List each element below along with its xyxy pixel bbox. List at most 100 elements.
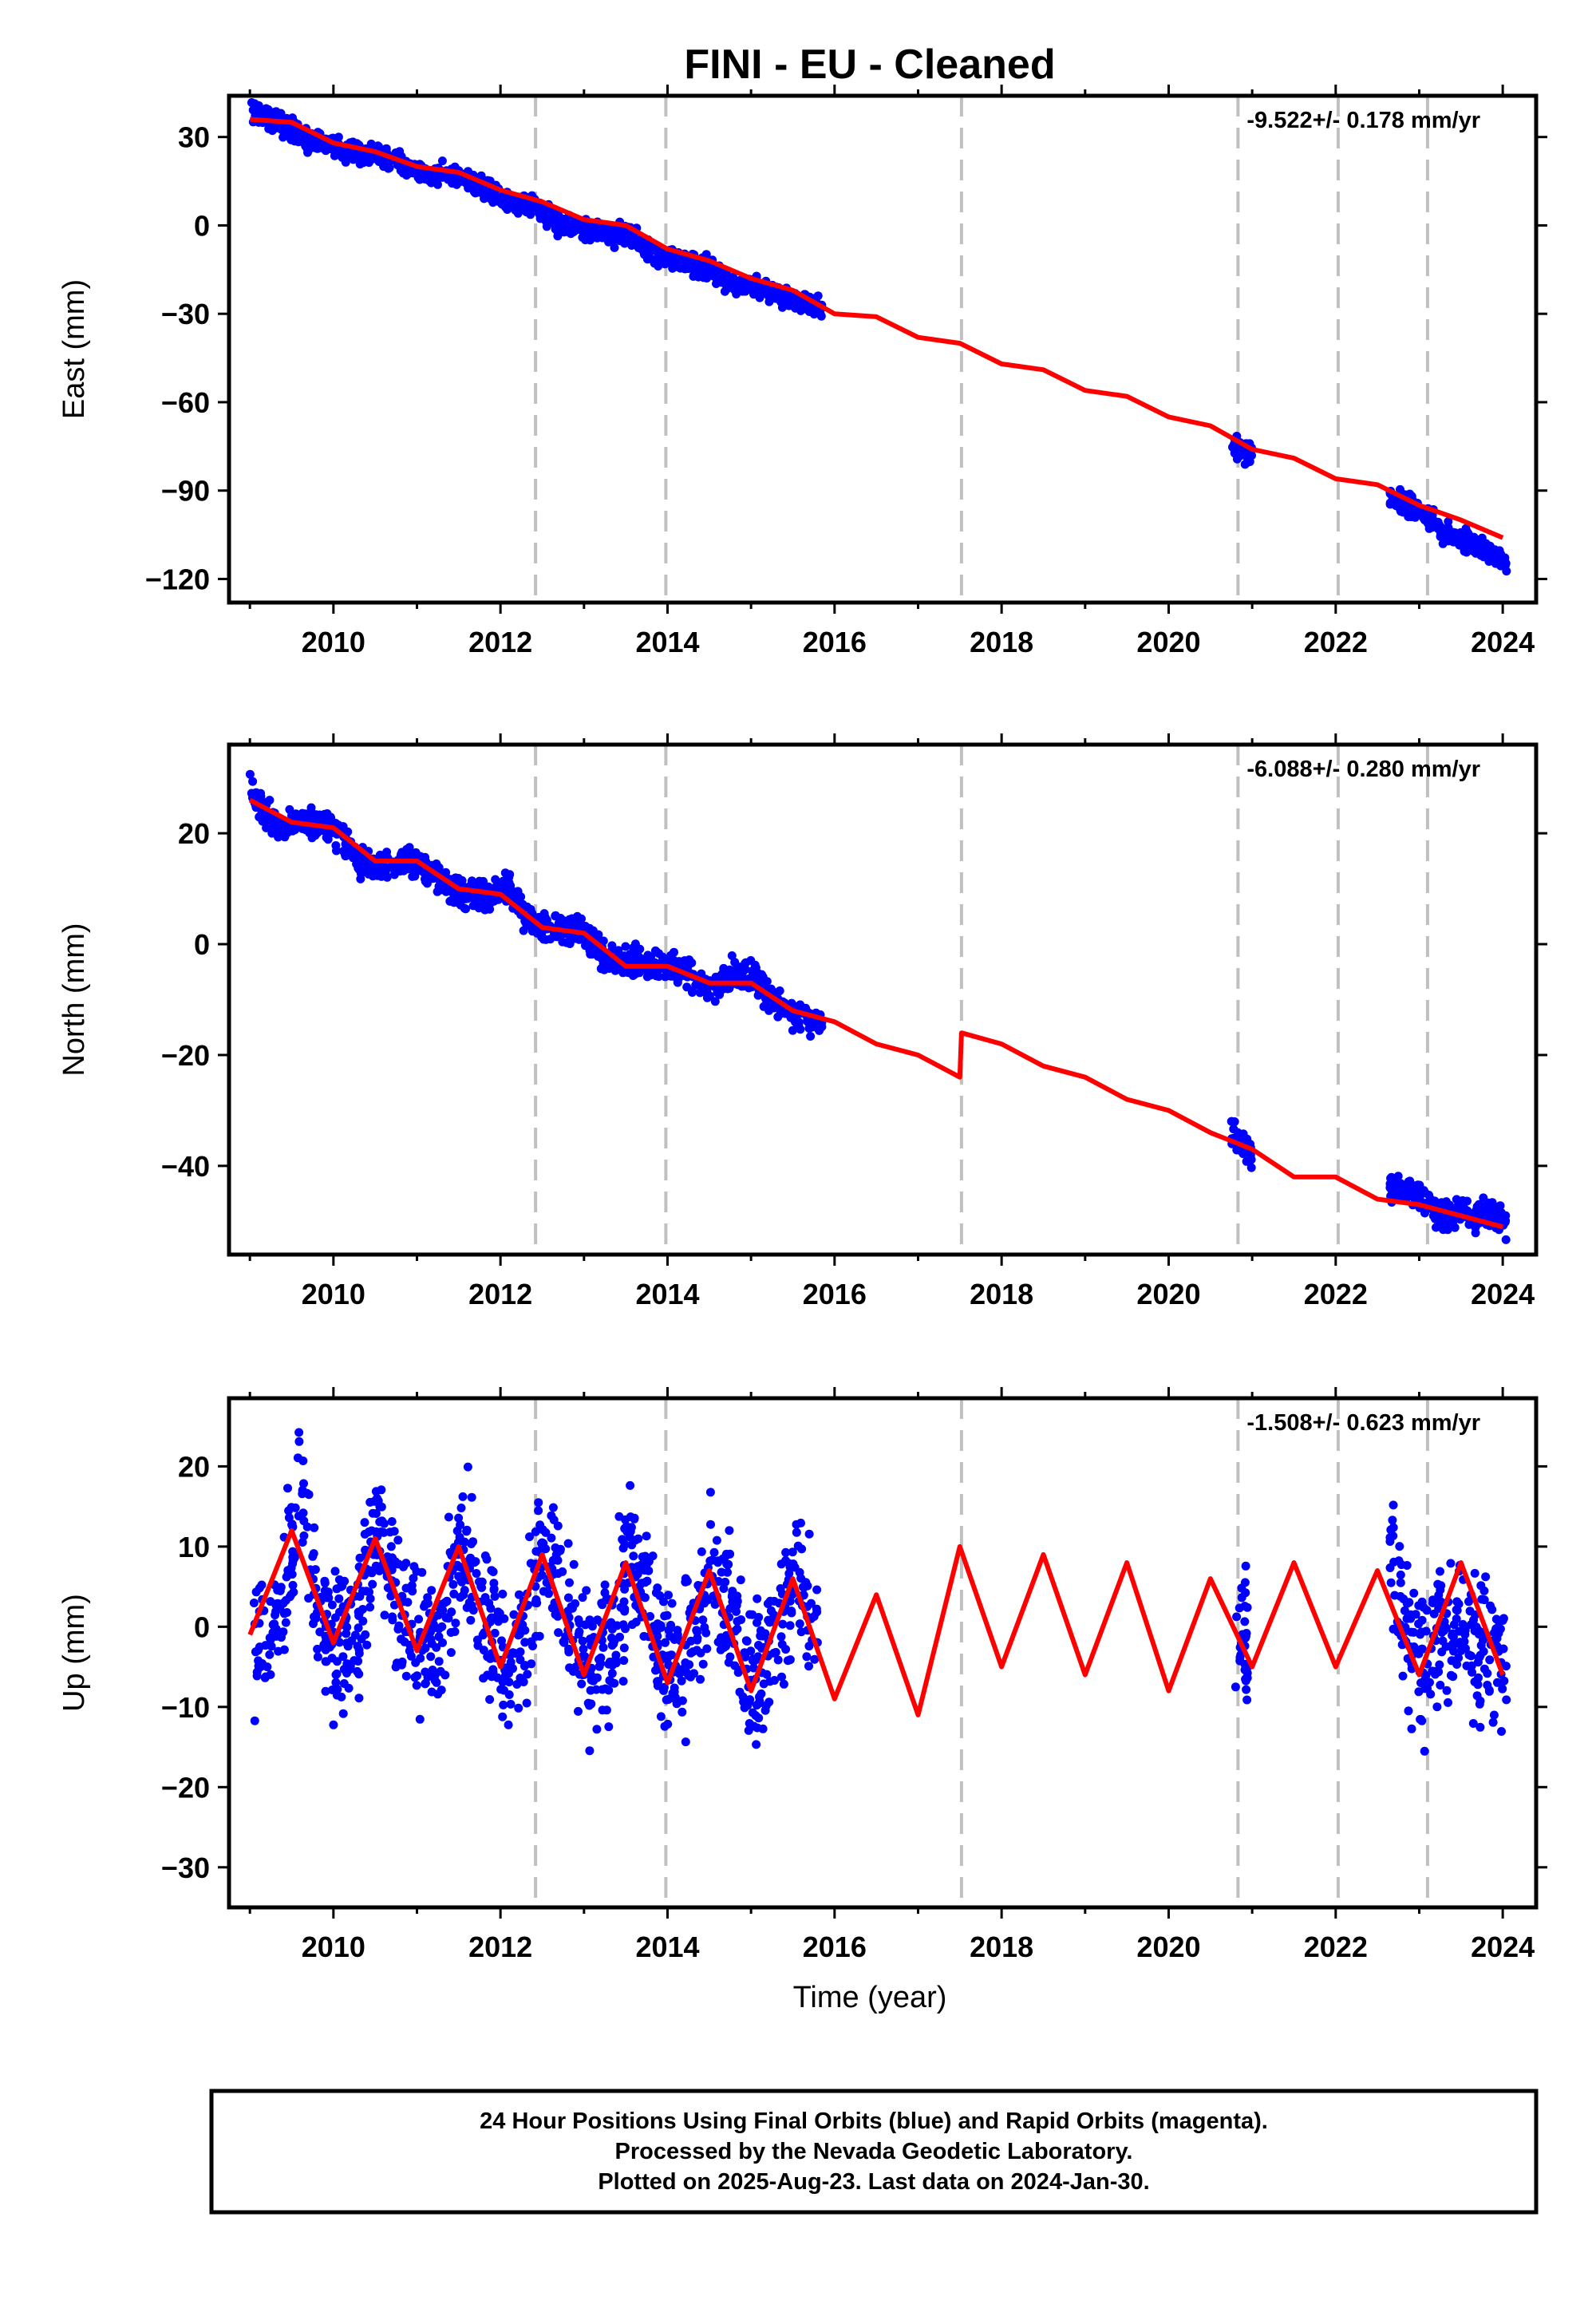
up-point-664 <box>415 1714 425 1724</box>
north-point-1041 <box>444 886 453 895</box>
north-point-1088 <box>434 863 444 872</box>
up-point-399 <box>804 1529 814 1539</box>
up-point-901 <box>776 1584 785 1593</box>
up-point-1331 <box>1501 1662 1511 1671</box>
up-point-615 <box>757 1689 766 1698</box>
east-point-1095 <box>603 225 613 235</box>
east-point-1320 <box>1457 529 1467 539</box>
north-ytick-label-2: −20 <box>161 1039 210 1072</box>
up-point-432 <box>309 1549 318 1559</box>
north-point-1083 <box>520 917 530 927</box>
up-point-525 <box>354 1623 363 1633</box>
up-point-405 <box>338 1709 348 1718</box>
up-point-430 <box>525 1532 534 1542</box>
up-point-1066 <box>484 1599 494 1608</box>
north-point-1338 <box>1440 1219 1449 1228</box>
up-point-1023 <box>812 1604 821 1614</box>
up-point-192 <box>592 1725 602 1734</box>
north-point-597 <box>773 987 783 997</box>
up-point-954 <box>302 1522 312 1531</box>
east-ytick-label-1: 0 <box>194 209 210 242</box>
up-point-1120 <box>1435 1660 1444 1670</box>
up-point-507 <box>499 1700 508 1709</box>
east-point-1330 <box>1499 558 1509 567</box>
up-point-923 <box>288 1559 298 1568</box>
up-point-1324 <box>1390 1591 1400 1600</box>
up-point-732 <box>754 1613 764 1622</box>
north-point-1073 <box>361 863 370 872</box>
east-point-1266 <box>1444 517 1453 526</box>
up-point-779 <box>299 1479 308 1488</box>
up-point-844 <box>490 1591 500 1601</box>
up-point-138 <box>463 1462 472 1472</box>
up-point-878 <box>421 1667 430 1677</box>
north-point-1344 <box>1494 1202 1503 1211</box>
up-point-1051 <box>472 1635 482 1645</box>
up-point-872 <box>622 1522 631 1531</box>
up-point-856 <box>365 1594 375 1603</box>
up-point-96 <box>446 1648 456 1658</box>
up-point-495 <box>804 1662 813 1671</box>
east-point-929 <box>729 272 737 282</box>
up-point-617 <box>664 1660 674 1670</box>
up-point-897 <box>448 1579 458 1589</box>
east-ytick-label-4: −90 <box>161 475 210 508</box>
up-point-905 <box>453 1538 463 1547</box>
east-point-333 <box>437 156 447 166</box>
north-point-410 <box>539 909 549 919</box>
up-point-715 <box>742 1637 752 1646</box>
up-point-1177 <box>1446 1670 1456 1680</box>
up-xtick-label-5: 2020 <box>1136 1931 1200 1963</box>
up-point-1308 <box>1385 1563 1395 1572</box>
up-point-853 <box>522 1698 531 1708</box>
up-point-653 <box>520 1638 530 1647</box>
north-point-436 <box>705 991 714 1001</box>
north-point-611 <box>248 777 258 786</box>
up-point-64 <box>249 1599 259 1607</box>
east-ytick-label-5: −120 <box>145 563 210 595</box>
north-point-598 <box>621 942 630 951</box>
up-point-665 <box>681 1574 690 1583</box>
up-point-441 <box>299 1531 309 1540</box>
north-point-1133 <box>1230 1117 1239 1126</box>
north-point-1086 <box>558 937 567 947</box>
up-point-1125 <box>1436 1681 1445 1690</box>
up-point-909 <box>728 1587 737 1596</box>
up-point-182 <box>527 1659 536 1669</box>
up-point-886 <box>660 1721 670 1731</box>
north-point-958 <box>306 803 316 812</box>
east-point-1048 <box>546 218 555 227</box>
up-point-1130 <box>1485 1655 1495 1665</box>
up-point-1279 <box>1461 1644 1470 1654</box>
up-point-734 <box>619 1643 629 1653</box>
up-point-504 <box>606 1618 616 1627</box>
up-point-758 <box>733 1624 742 1634</box>
up-point-1317 <box>1487 1605 1497 1614</box>
north-point-1038 <box>661 972 670 982</box>
up-point-828 <box>252 1667 262 1677</box>
east-point-916 <box>247 98 256 107</box>
up-point-916 <box>558 1567 567 1576</box>
up-point-133 <box>598 1642 608 1652</box>
north-point-776 <box>357 869 365 879</box>
up-point-691 <box>511 1649 520 1658</box>
up-ytick-label-5: −30 <box>161 1852 210 1884</box>
up-point-1223 <box>1396 1570 1405 1579</box>
up-point-986 <box>553 1555 563 1565</box>
up-point-799 <box>330 1567 340 1576</box>
up-point-797 <box>321 1645 330 1654</box>
up-point-1017 <box>610 1636 619 1646</box>
up-point-503 <box>482 1555 492 1564</box>
up-point-1055 <box>346 1665 355 1674</box>
east-point-1025 <box>798 304 808 314</box>
up-point-778 <box>653 1631 662 1641</box>
up-point-1141 <box>1420 1746 1429 1756</box>
north-point-821 <box>513 887 523 896</box>
up-point-1040 <box>619 1597 629 1607</box>
up-point-593 <box>342 1638 351 1648</box>
up-point-700 <box>355 1591 365 1601</box>
east-point-1341 <box>1396 504 1405 514</box>
up-point-595 <box>504 1690 514 1699</box>
north-point-1078 <box>604 958 614 968</box>
